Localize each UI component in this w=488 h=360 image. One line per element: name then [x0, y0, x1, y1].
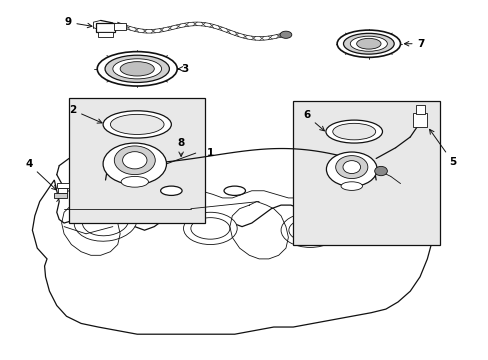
Ellipse shape [103, 111, 171, 138]
Ellipse shape [110, 114, 163, 134]
Ellipse shape [105, 55, 169, 82]
Ellipse shape [340, 182, 362, 190]
Bar [58, 188, 67, 193]
Ellipse shape [122, 152, 147, 169]
Ellipse shape [120, 181, 159, 197]
Text: 9: 9 [64, 17, 92, 28]
Text: 1: 1 [206, 148, 214, 158]
Ellipse shape [342, 161, 360, 174]
Ellipse shape [121, 176, 148, 187]
Bar [98, 32, 113, 37]
Ellipse shape [120, 62, 154, 76]
Ellipse shape [335, 156, 367, 179]
Ellipse shape [113, 59, 161, 79]
Ellipse shape [103, 143, 166, 185]
Bar [57, 183, 69, 188]
Ellipse shape [356, 39, 380, 49]
Ellipse shape [224, 186, 245, 195]
Ellipse shape [97, 51, 177, 86]
Ellipse shape [336, 30, 400, 57]
Bar [54, 193, 66, 198]
Ellipse shape [125, 184, 154, 194]
Text: 5: 5 [429, 129, 456, 167]
Polygon shape [32, 180, 439, 334]
Ellipse shape [281, 213, 339, 247]
Text: 4: 4 [25, 159, 56, 190]
Ellipse shape [280, 31, 291, 39]
Text: 8: 8 [177, 138, 184, 156]
Ellipse shape [332, 123, 375, 140]
Ellipse shape [349, 36, 386, 51]
Ellipse shape [114, 146, 155, 175]
Text: 6: 6 [303, 111, 324, 131]
Ellipse shape [74, 201, 137, 241]
Bar [293, 101, 439, 244]
Ellipse shape [288, 219, 331, 242]
Bar [415, 105, 424, 114]
Text: 3: 3 [178, 64, 188, 74]
Ellipse shape [160, 186, 182, 195]
Ellipse shape [326, 152, 376, 186]
Ellipse shape [183, 212, 237, 244]
Bar [412, 113, 427, 127]
Ellipse shape [325, 120, 382, 143]
Ellipse shape [82, 207, 128, 236]
Bar [114, 23, 126, 31]
Ellipse shape [374, 166, 386, 176]
Ellipse shape [343, 33, 393, 54]
Bar [96, 23, 115, 32]
Text: 7: 7 [404, 39, 424, 49]
Ellipse shape [190, 218, 229, 239]
Text: 2: 2 [69, 105, 102, 123]
Bar [69, 98, 205, 223]
